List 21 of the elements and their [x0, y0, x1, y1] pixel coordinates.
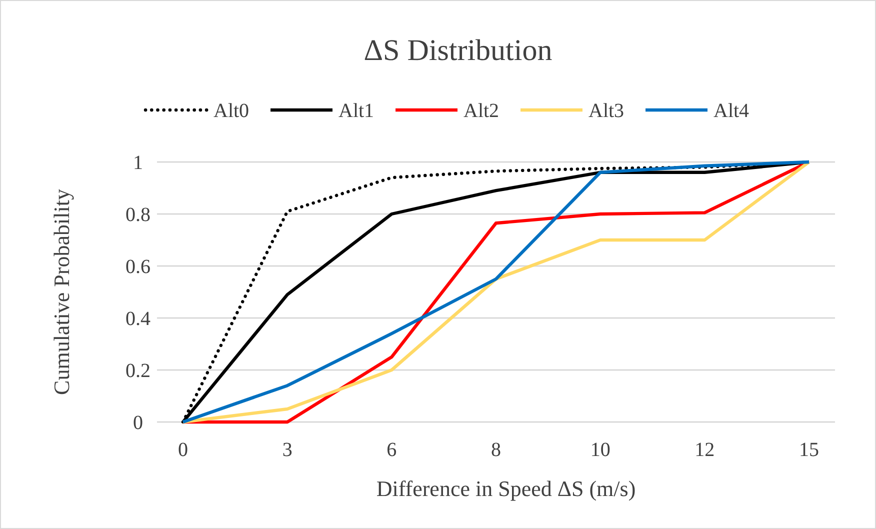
legend-label: Alt4: [714, 100, 750, 122]
y-tick-label: 0.2: [126, 360, 150, 382]
y-tick-label: 1: [133, 152, 143, 174]
y-tick-label: 0.8: [126, 204, 150, 226]
x-tick-label: 3: [282, 439, 292, 461]
x-tick-label: 15: [799, 439, 819, 461]
y-tick-label: 0.6: [126, 256, 150, 278]
legend-label: Alt3: [588, 100, 624, 122]
legend-label: Alt0: [214, 100, 250, 122]
y-axis-title: Cumulative Probability: [49, 189, 74, 395]
legend-label: Alt1: [338, 100, 374, 122]
x-axis-title: Difference in Speed ΔS (m/s): [376, 476, 636, 501]
x-tick-label: 12: [694, 439, 715, 461]
chart-title: ΔS Distribution: [364, 34, 552, 67]
x-tick-label: 6: [386, 439, 397, 461]
legend-label: Alt2: [464, 100, 500, 122]
x-tick-label: 8: [491, 439, 501, 461]
x-tick-label: 0: [178, 439, 188, 461]
x-tick-label: 10: [590, 439, 610, 461]
y-tick-label: 0: [133, 412, 143, 434]
y-tick-label: 0.4: [126, 308, 150, 330]
